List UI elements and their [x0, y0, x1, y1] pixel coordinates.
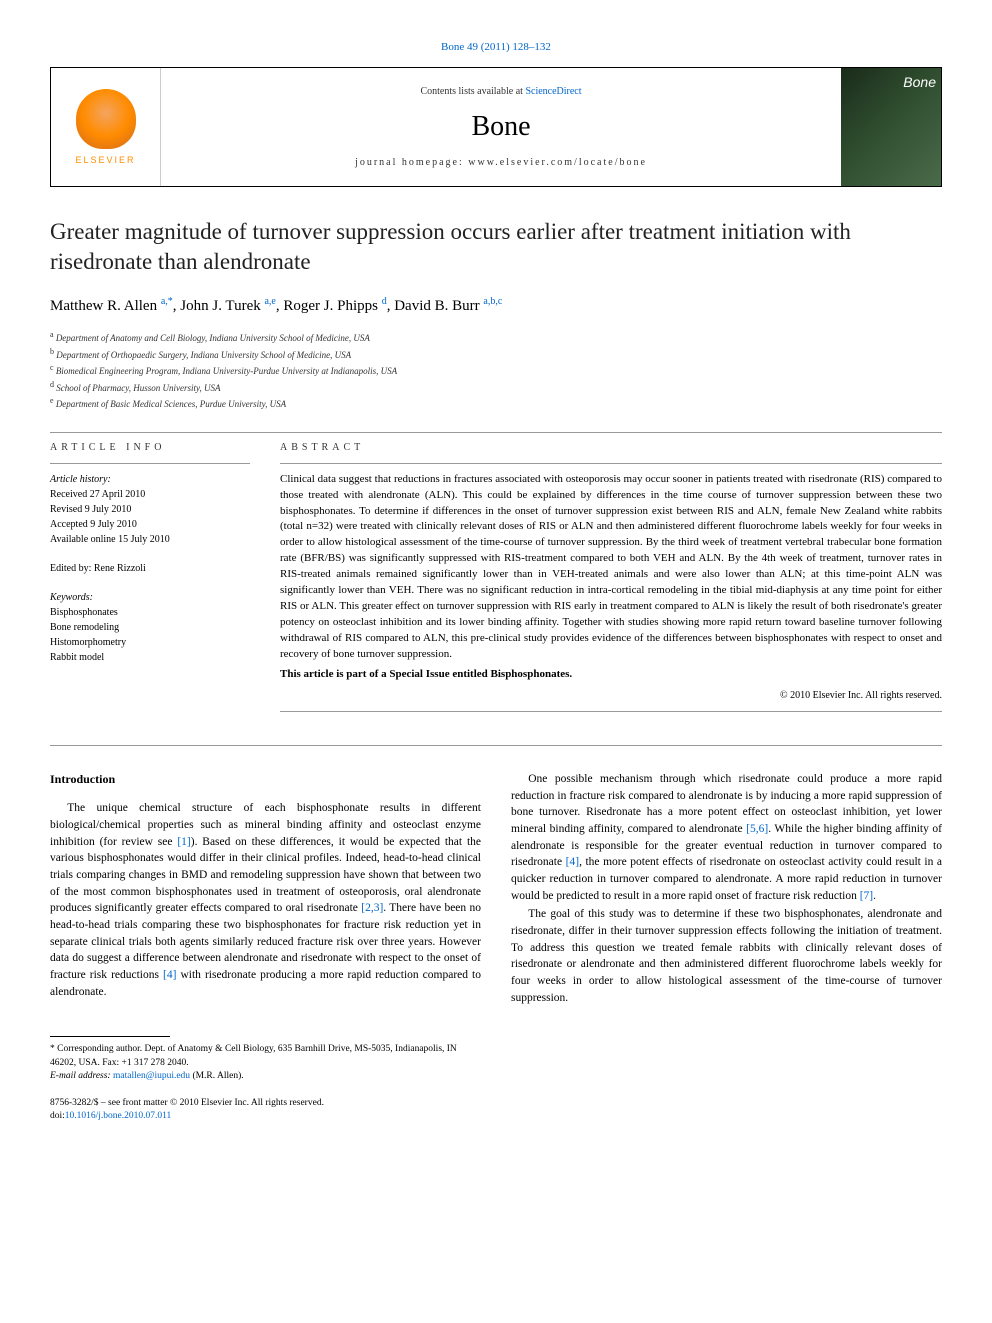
contents-line: Contents lists available at ScienceDirec… — [420, 85, 581, 99]
abstract-copyright: © 2010 Elsevier Inc. All rights reserved… — [280, 689, 942, 703]
email-name: (M.R. Allen). — [190, 1071, 244, 1081]
author-affil-sup[interactable]: a,e — [264, 296, 275, 307]
affiliation: a Department of Anatomy and Cell Biology… — [50, 329, 942, 346]
journal-reference: Bone 49 (2011) 128–132 — [50, 40, 942, 55]
citation-link[interactable]: [2,3] — [361, 902, 383, 914]
keywords-block: Keywords: Bisphosphonates Bone remodelin… — [50, 590, 250, 665]
elsevier-tree-icon — [76, 89, 136, 149]
author: David B. Burr a,b,c — [394, 298, 502, 314]
publisher-name: ELSEVIER — [75, 154, 135, 167]
history-item: Revised 9 July 2010 — [50, 502, 250, 517]
article-info-header: ARTICLE INFO — [50, 441, 250, 455]
editor-label: Edited by: — [50, 563, 94, 574]
editor-name: Rene Rizzoli — [94, 563, 146, 574]
author-affil-sup[interactable]: a,b,c — [483, 296, 502, 307]
introduction-heading: Introduction — [50, 771, 481, 788]
header-center: Contents lists available at ScienceDirec… — [161, 68, 841, 186]
corresponding-author-note: * Corresponding author. Dept. of Anatomy… — [50, 1043, 470, 1070]
author: Matthew R. Allen a,* — [50, 298, 173, 314]
keyword: Bisphosphonates — [50, 605, 250, 620]
citation-link[interactable]: [4] — [566, 856, 579, 868]
divider — [280, 463, 942, 464]
doi-line: doi:10.1016/j.bone.2010.07.011 — [50, 1110, 942, 1123]
keyword: Bone remodeling — [50, 620, 250, 635]
affiliation-list: a Department of Anatomy and Cell Biology… — [50, 329, 942, 412]
keyword: Histomorphometry — [50, 635, 250, 650]
citation-link[interactable]: [1] — [177, 836, 190, 848]
affiliation: d School of Pharmacy, Husson University,… — [50, 379, 942, 396]
info-abstract-row: ARTICLE INFO Article history: Received 2… — [50, 441, 942, 720]
article-info-panel: ARTICLE INFO Article history: Received 2… — [50, 441, 250, 720]
email-label: E-mail address: — [50, 1071, 113, 1081]
journal-cover-thumb: Bone — [841, 68, 941, 186]
body-paragraph: The goal of this study was to determine … — [511, 906, 942, 1006]
history-item: Accepted 9 July 2010 — [50, 517, 250, 532]
affiliation: c Biomedical Engineering Program, Indian… — [50, 362, 942, 379]
keywords-label: Keywords: — [50, 590, 250, 605]
issn-line: 8756-3282/$ – see front matter © 2010 El… — [50, 1097, 942, 1110]
email-line: E-mail address: matallen@iupui.edu (M.R.… — [50, 1070, 470, 1083]
publisher-logo-cell: ELSEVIER — [51, 68, 161, 186]
homepage-url[interactable]: www.elsevier.com/locate/bone — [468, 157, 647, 168]
history-item: Available online 15 July 2010 — [50, 532, 250, 547]
article-history: Article history: Received 27 April 2010 … — [50, 472, 250, 547]
journal-homepage: journal homepage: www.elsevier.com/locat… — [355, 156, 647, 170]
author-affil-sup[interactable]: d — [382, 296, 387, 307]
bottom-meta: 8756-3282/$ – see front matter © 2010 El… — [50, 1097, 942, 1124]
author-list: Matthew R. Allen a,*, John J. Turek a,e,… — [50, 295, 942, 317]
article-body: Introduction The unique chemical structu… — [50, 771, 942, 1006]
body-paragraph: The unique chemical structure of each bi… — [50, 800, 481, 1000]
article-title: Greater magnitude of turnover suppressio… — [50, 217, 942, 277]
cover-title: Bone — [903, 73, 936, 93]
body-paragraph: One possible mechanism through which ris… — [511, 771, 942, 904]
special-issue-note: This article is part of a Special Issue … — [280, 667, 942, 683]
divider — [50, 745, 942, 746]
journal-ref-link[interactable]: Bone 49 (2011) 128–132 — [441, 41, 551, 53]
divider — [50, 463, 250, 464]
footnotes: * Corresponding author. Dept. of Anatomy… — [50, 1043, 470, 1083]
abstract-header: ABSTRACT — [280, 441, 942, 455]
affiliation: b Department of Orthopaedic Surgery, Ind… — [50, 346, 942, 363]
elsevier-logo[interactable]: ELSEVIER — [66, 82, 146, 172]
history-label: Article history: — [50, 472, 250, 487]
keyword: Rabbit model — [50, 650, 250, 665]
history-item: Received 27 April 2010 — [50, 487, 250, 502]
email-link[interactable]: matallen@iupui.edu — [113, 1071, 190, 1081]
abstract-panel: ABSTRACT Clinical data suggest that redu… — [280, 441, 942, 720]
abstract-text: Clinical data suggest that reductions in… — [280, 472, 942, 663]
author: John J. Turek a,e — [180, 298, 276, 314]
author-affil-sup[interactable]: a,* — [161, 296, 173, 307]
citation-link[interactable]: [5,6] — [746, 823, 768, 835]
two-column-body: Introduction The unique chemical structu… — [50, 771, 942, 1006]
divider — [50, 432, 942, 433]
doi-link[interactable]: 10.1016/j.bone.2010.07.011 — [65, 1111, 172, 1121]
footnote-divider — [50, 1036, 170, 1037]
citation-link[interactable]: [4] — [163, 969, 176, 981]
homepage-prefix: journal homepage: — [355, 157, 468, 168]
sciencedirect-link[interactable]: ScienceDirect — [525, 86, 581, 97]
author: Roger J. Phipps d — [283, 298, 386, 314]
editor-block: Edited by: Rene Rizzoli — [50, 561, 250, 576]
affiliation: e Department of Basic Medical Sciences, … — [50, 395, 942, 412]
journal-header-box: ELSEVIER Contents lists available at Sci… — [50, 67, 942, 187]
citation-link[interactable]: [7] — [860, 890, 873, 902]
journal-title: Bone — [471, 107, 530, 146]
contents-prefix: Contents lists available at — [420, 86, 525, 97]
divider — [280, 711, 942, 712]
